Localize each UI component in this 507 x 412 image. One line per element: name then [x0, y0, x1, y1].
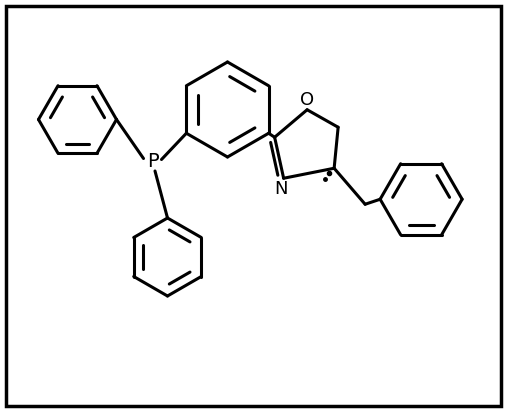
Text: O: O	[300, 91, 314, 109]
Text: N: N	[274, 180, 288, 198]
FancyBboxPatch shape	[6, 6, 501, 406]
Text: P: P	[147, 152, 158, 171]
